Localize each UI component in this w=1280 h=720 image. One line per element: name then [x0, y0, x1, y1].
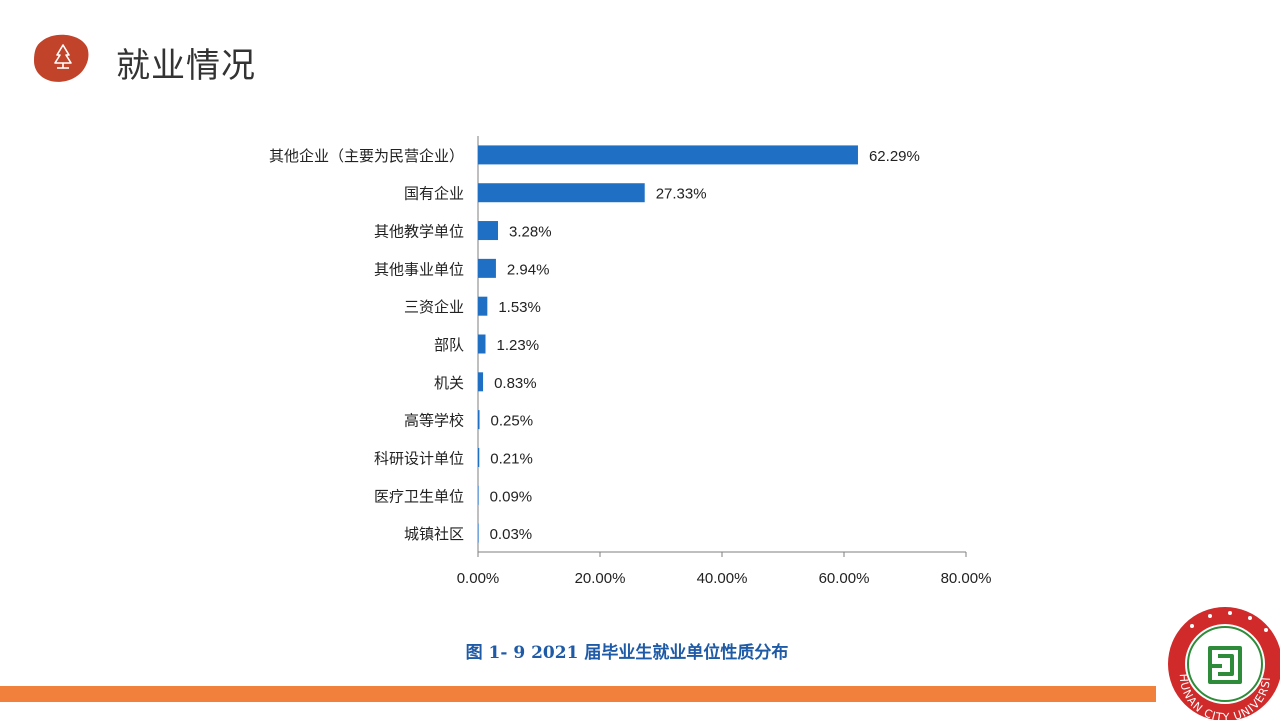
category-label: 医疗卫生单位	[374, 487, 464, 505]
university-seal-icon: HUNAN CITY UNIVERSITY	[1162, 604, 1280, 720]
data-label: 2.94%	[507, 261, 550, 278]
data-label: 3.28%	[509, 224, 552, 241]
bar	[478, 485, 479, 505]
category-label: 国有企业	[404, 185, 464, 203]
data-label: 27.33%	[656, 186, 707, 203]
category-label: 机关	[434, 374, 464, 392]
x-tick-label: 80.00%	[941, 570, 992, 587]
category-label: 高等学校	[404, 412, 464, 430]
x-tick-label: 20.00%	[575, 570, 626, 587]
x-tick-label: 40.00%	[697, 570, 748, 587]
bar	[478, 145, 858, 165]
data-label: 62.29%	[869, 148, 920, 165]
footer-accent-bar	[0, 686, 1156, 702]
category-label: 其他教学单位	[374, 223, 464, 241]
bar	[478, 183, 645, 203]
bar	[478, 372, 484, 392]
tree-icon	[54, 44, 72, 69]
data-label: 0.25%	[491, 413, 534, 430]
title-badge-icon	[34, 34, 89, 82]
data-label: 1.23%	[497, 337, 540, 354]
data-label: 0.09%	[490, 488, 533, 505]
x-tick-label: 0.00%	[457, 570, 500, 587]
category-label: 科研设计单位	[374, 449, 464, 467]
chart-caption: 图 1- 9 2021 届毕业生就业单位性质分布	[465, 643, 789, 663]
x-tick-label: 60.00%	[819, 570, 870, 587]
category-label: 其他企业（主要为民营企业）	[269, 147, 464, 165]
bar	[478, 410, 480, 430]
bar	[478, 447, 480, 467]
bar	[478, 523, 479, 543]
category-label: 三资企业	[404, 298, 464, 316]
data-label: 0.83%	[494, 375, 537, 392]
bar	[478, 334, 486, 354]
data-label: 0.03%	[490, 526, 533, 543]
category-label: 城镇社区	[404, 525, 464, 543]
bar	[478, 258, 496, 278]
bar	[478, 221, 499, 241]
category-label: 其他事业单位	[374, 260, 464, 278]
bar	[478, 296, 488, 316]
category-label: 部队	[434, 336, 464, 354]
data-label: 0.21%	[490, 450, 533, 467]
page-title: 就业情况	[116, 46, 256, 86]
data-label: 1.53%	[498, 299, 541, 316]
